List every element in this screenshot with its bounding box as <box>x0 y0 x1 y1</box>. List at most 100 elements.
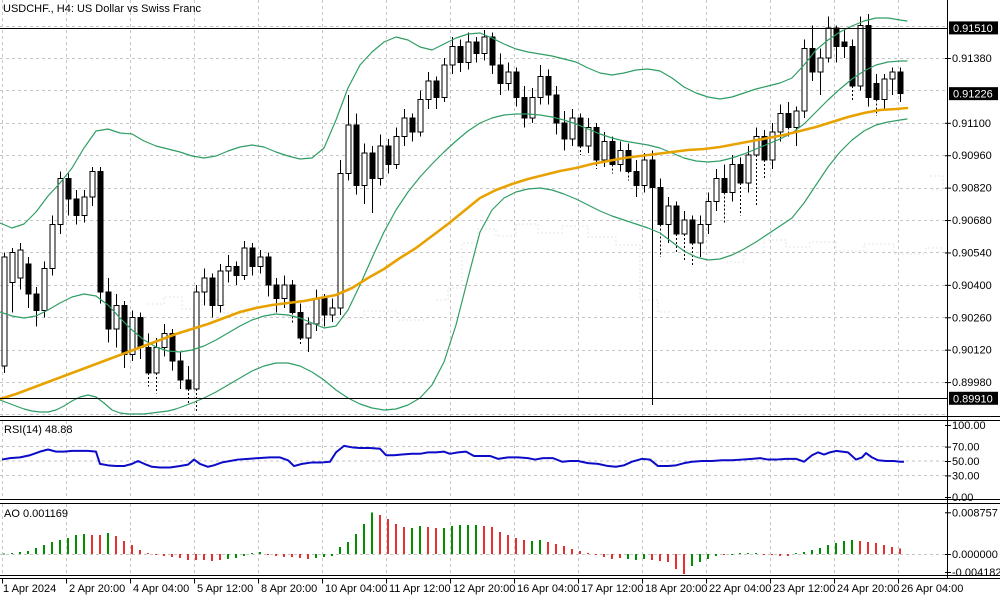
candle-bullish <box>193 291 200 390</box>
candle-bearish <box>473 41 480 54</box>
candle-bullish <box>481 36 488 54</box>
price-axis-label: 0.90820 <box>952 183 992 195</box>
candle-bullish <box>81 196 88 216</box>
ao-bar-up <box>323 554 325 557</box>
candle-bullish <box>305 323 312 339</box>
candle-bearish <box>321 298 328 316</box>
time-axis-label: 4 Apr 04:00 <box>133 583 189 595</box>
ao-bar-up <box>339 547 341 554</box>
rsi-indicator-label: RSI(14) 48.88 <box>4 424 72 436</box>
ao-bar-down <box>163 554 165 556</box>
ao-bar-up <box>411 528 413 554</box>
ao-bar-down <box>891 547 893 554</box>
time-axis-label: 24 Apr 20:00 <box>837 583 899 595</box>
ao-bar-up <box>83 534 85 554</box>
candle-bullish <box>281 284 288 300</box>
candle-bearish <box>873 82 880 101</box>
ao-bar-up <box>731 554 733 555</box>
ao-bar-down <box>203 554 205 560</box>
main-chart-surface[interactable] <box>0 0 947 416</box>
candle-bullish <box>49 224 56 270</box>
ao-bar-down <box>771 554 773 555</box>
ao-bar-down <box>867 542 869 554</box>
candle-bearish <box>73 198 80 216</box>
ao-bar-down <box>267 554 269 555</box>
ao-bar-up <box>243 554 245 556</box>
ghost-watermark-path <box>930 175 944 191</box>
candle-bullish <box>393 136 400 165</box>
candle-bearish <box>249 247 256 267</box>
ao-bar-up <box>315 554 317 558</box>
candle-bearish <box>577 117 584 147</box>
ao-bar-up <box>827 545 829 554</box>
candle-bullish <box>217 270 224 307</box>
price-axis-label: 0.90540 <box>952 247 992 259</box>
ao-bar-down <box>171 554 173 557</box>
ao-bar-down <box>291 554 293 557</box>
candle-bearish <box>737 163 744 184</box>
ao-bar-up <box>451 526 453 554</box>
ao-bar-up <box>355 534 357 554</box>
ghost-watermark-path <box>436 223 672 313</box>
candle-bullish <box>537 76 544 98</box>
candle-bearish <box>497 64 504 84</box>
ao-bar-down <box>651 554 653 560</box>
ao-bar-down <box>603 554 605 557</box>
candle-bullish <box>257 256 264 267</box>
candle-bearish <box>457 45 464 64</box>
ao-bar-up <box>691 554 693 566</box>
candle-bullish <box>585 126 592 147</box>
ao-bar-down <box>275 554 277 556</box>
ao-bar-down <box>435 528 437 554</box>
candle-bearish <box>721 177 728 193</box>
chart-title: USDCHF., H4: US Dollar vs Swiss Franc <box>3 3 202 15</box>
rsi-line <box>1 444 905 469</box>
candle-bullish <box>753 136 760 156</box>
ao-bar-up <box>747 553 749 554</box>
candle-bullish <box>569 117 576 140</box>
rsi-axis-label: 30.00 <box>952 470 980 482</box>
ao-bar-up <box>795 553 797 554</box>
rsi-panel-surface[interactable] <box>0 421 947 499</box>
time-axis-surface[interactable] <box>0 578 947 600</box>
ao-bar-down <box>307 554 309 559</box>
ao-bar-down <box>115 536 117 554</box>
ao-axis-label: -0.004182 <box>952 567 1000 579</box>
candle-bullish <box>345 124 352 175</box>
price-badge <box>949 21 998 35</box>
ao-bar-up <box>363 524 365 554</box>
rsi-axis-label: 100.00 <box>952 420 986 432</box>
time-axis-label: 10 Apr 04:00 <box>325 583 387 595</box>
candle-bullish <box>449 45 456 66</box>
candle-bullish <box>337 173 344 309</box>
ao-bar-up <box>75 535 77 554</box>
candle-bearish <box>177 360 184 381</box>
ao-bar-up <box>627 554 629 559</box>
price-axis-label: 0.90260 <box>952 312 992 324</box>
price-axis-surface[interactable] <box>947 0 1000 578</box>
candle-bullish <box>705 201 712 226</box>
price-badge <box>949 87 998 101</box>
ao-bar-down <box>403 527 405 554</box>
price-axis-label: 0.90680 <box>952 215 992 227</box>
ao-bar-up <box>811 550 813 554</box>
ao-bar-up <box>459 525 461 554</box>
candle-bullish <box>129 316 136 355</box>
ao-bar-down <box>555 544 557 554</box>
ao-indicator-label: AO 0.001169 <box>4 508 68 520</box>
candle-bullish <box>417 99 424 133</box>
ao-bar-down <box>587 553 589 554</box>
ao-bar-up <box>475 525 477 554</box>
ao-panel-surface[interactable] <box>0 504 947 575</box>
bollinger-lower-band <box>0 118 908 415</box>
candle-bearish <box>561 122 568 140</box>
ao-bar-down <box>683 554 685 574</box>
ao-bar-up <box>643 554 645 559</box>
time-axis-label: 5 Apr 12:00 <box>197 583 253 595</box>
ao-bar-up <box>419 526 421 554</box>
ao-bar-down <box>515 538 517 554</box>
ao-bar-down <box>139 550 141 554</box>
candle-bearish <box>609 140 616 165</box>
ao-bar-down <box>547 542 549 554</box>
ao-bar-down <box>187 554 189 560</box>
